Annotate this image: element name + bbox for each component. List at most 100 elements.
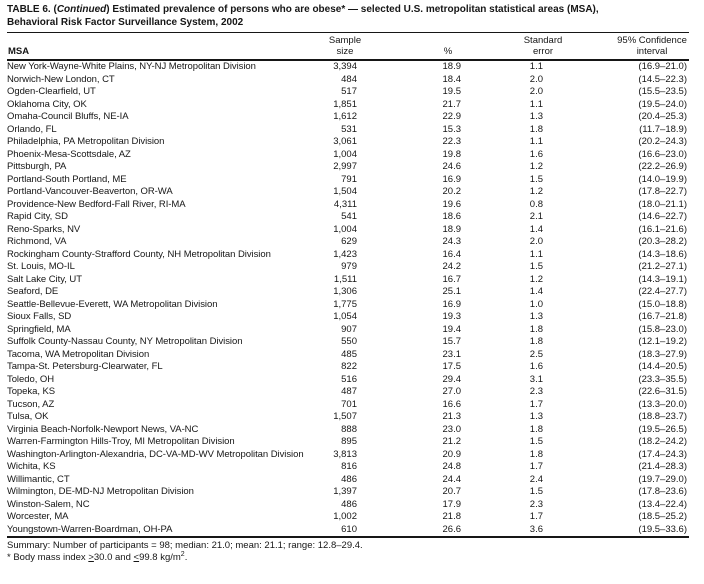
cell-ci: (15.0–18.8) bbox=[638, 298, 687, 310]
cell-se: 1.3 bbox=[529, 111, 543, 122]
table-row: Seattle-Bellevue-Everett, WA Metropolita… bbox=[7, 299, 689, 312]
cell-pct: 19.3 bbox=[442, 311, 462, 322]
column-header-standard-error: Standard error bbox=[524, 35, 563, 57]
title-continued-label: Continued bbox=[56, 4, 107, 15]
cell-n: 1,511 bbox=[333, 273, 357, 285]
cell-se: 2.0 bbox=[529, 236, 543, 247]
table-row: Norwich-New London, CT 484 18.4 2.0 (14.5–22… bbox=[7, 74, 689, 87]
column-header-confidence-interval: 95% Confidence interval bbox=[617, 35, 687, 57]
cell-n: 907 bbox=[341, 323, 357, 335]
cell-n: 1,612 bbox=[333, 111, 357, 122]
cell-se: 2.4 bbox=[529, 473, 543, 485]
cell-n: 816 bbox=[341, 461, 357, 472]
cell-msa: Reno-Sparks, NV bbox=[7, 223, 81, 235]
cell-pct: 15.7 bbox=[442, 336, 462, 347]
cell-n: 1,054 bbox=[333, 311, 357, 322]
column-header-sample-size: Sample size bbox=[329, 35, 361, 57]
table-row: Tampa-St. Petersburg-Clearwater, FL 822 17… bbox=[7, 361, 689, 374]
table-row: Rapid City, SD 541 18.6 2.1 (14.6–22.7) bbox=[7, 211, 689, 224]
column-header-se-line1: Standard bbox=[523, 35, 563, 46]
cell-pct: 24.8 bbox=[442, 461, 462, 472]
cell-se: 1.4 bbox=[529, 286, 543, 297]
cell-pct: 20.2 bbox=[442, 186, 462, 197]
cell-n: 517 bbox=[341, 86, 357, 97]
cell-ci: (20.4–25.3) bbox=[638, 111, 687, 122]
cell-ci: (21.4–28.3) bbox=[638, 461, 687, 472]
cell-n: 487 bbox=[341, 386, 357, 397]
cell-n: 1,507 bbox=[333, 411, 357, 422]
cell-pct: 23.1 bbox=[442, 348, 462, 360]
cell-msa: Orlando, FL bbox=[7, 123, 57, 135]
cell-pct: 24.6 bbox=[442, 161, 462, 172]
cell-ci: (22.4–27.7) bbox=[638, 286, 687, 297]
cell-ci: (16.6–23.0) bbox=[638, 148, 687, 160]
cell-se: 1.7 bbox=[529, 398, 543, 410]
cell-ci: (14.3–19.1) bbox=[638, 273, 687, 285]
table-row: Tucson, AZ 701 16.6 1.7 (13.3–20.0) bbox=[7, 399, 689, 412]
cell-ci: (19.5–26.5) bbox=[638, 423, 687, 435]
cell-se: 1.8 bbox=[529, 123, 543, 135]
table-row: Worcester, MA 1,002 21.8 1.7 (18.5–25.2) bbox=[7, 511, 689, 524]
cell-n: 895 bbox=[341, 436, 357, 447]
footnote-text: . bbox=[184, 552, 188, 563]
cell-ci: (17.8–22.7) bbox=[638, 186, 687, 197]
cell-se: 1.3 bbox=[529, 411, 543, 422]
footnote-text: * Body mass index bbox=[7, 552, 89, 563]
column-header-row: MSA Sample size % Standard error 95% Confi… bbox=[7, 33, 689, 61]
table-row: Tacoma, WA Metropolitan Division 485 23.1 2… bbox=[7, 349, 689, 362]
cell-se: 1.6 bbox=[529, 361, 543, 372]
cell-msa: Wichita, KS bbox=[7, 461, 56, 472]
less-equal-symbol: < bbox=[133, 552, 140, 563]
cell-n: 979 bbox=[341, 261, 357, 272]
cell-ci: (23.3–35.5) bbox=[638, 373, 687, 385]
cell-msa: Providence-New Bedford-Fall River, RI-MA bbox=[7, 198, 186, 210]
cell-n: 541 bbox=[341, 211, 357, 222]
cell-pct: 21.7 bbox=[442, 98, 462, 110]
table-row: Washington-Arlington-Alexandria, DC-VA-M… bbox=[7, 449, 689, 462]
cell-msa: Portland-South Portland, ME bbox=[7, 173, 127, 185]
cell-pct: 16.7 bbox=[442, 273, 462, 285]
cell-ci: (18.3–27.9) bbox=[638, 348, 687, 360]
cell-pct: 19.5 bbox=[442, 86, 462, 97]
table-row: Richmond, VA 629 24.3 2.0 (20.3–28.2) bbox=[7, 236, 689, 249]
cell-msa: Seattle-Bellevue-Everett, WA Metropolita… bbox=[7, 298, 218, 310]
table-row: Toledo, OH 516 29.4 3.1 (23.3–35.5) bbox=[7, 374, 689, 387]
column-header-sample-line1: Sample bbox=[328, 35, 362, 46]
cell-n: 822 bbox=[341, 361, 357, 372]
cell-msa: Richmond, VA bbox=[7, 236, 67, 247]
cell-ci: (16.9–21.0) bbox=[638, 61, 687, 72]
table-body: New York-Wayne-White Plains, NY-NJ Metro… bbox=[7, 61, 689, 536]
cell-se: 1.8 bbox=[529, 423, 543, 435]
cell-n: 610 bbox=[341, 523, 357, 535]
cell-msa: Philadelphia, PA Metropolitan Division bbox=[7, 136, 165, 147]
cell-msa: Youngstown-Warren-Boardman, OH-PA bbox=[7, 523, 173, 535]
cell-se: 2.3 bbox=[529, 386, 543, 397]
cell-msa: Pittsburgh, PA bbox=[7, 161, 67, 172]
cell-se: 2.5 bbox=[529, 348, 543, 360]
cell-ci: (14.3–18.6) bbox=[638, 248, 687, 260]
cell-n: 486 bbox=[341, 473, 357, 485]
cell-pct: 25.1 bbox=[442, 286, 462, 297]
cell-ci: (20.3–28.2) bbox=[638, 236, 687, 247]
cell-se: 1.5 bbox=[529, 436, 543, 447]
cell-pct: 16.9 bbox=[442, 173, 462, 185]
cell-n: 1,504 bbox=[333, 186, 357, 197]
cell-pct: 18.9 bbox=[442, 61, 462, 72]
cell-pct: 19.8 bbox=[442, 148, 462, 160]
cell-pct: 21.3 bbox=[442, 411, 462, 422]
cell-ci: (20.2–24.3) bbox=[638, 136, 687, 147]
cell-msa: Toledo, OH bbox=[7, 373, 55, 385]
table-row: Wilmington, DE-MD-NJ Metropolitan Divisi… bbox=[7, 486, 689, 499]
table-row: Pittsburgh, PA 2,997 24.6 1.2 (22.2–26.9) bbox=[7, 161, 689, 174]
data-table-wrapper: New York-Wayne-White Plains, NY-NJ Metro… bbox=[7, 61, 689, 538]
cell-msa: Oklahoma City, OK bbox=[7, 98, 87, 110]
cell-ci: (18.2–24.2) bbox=[638, 436, 687, 447]
footnote: * Body mass index >30.0 and <99.8 kg/m2. bbox=[7, 551, 689, 564]
cell-pct: 18.6 bbox=[442, 211, 462, 222]
cell-msa: Sioux Falls, SD bbox=[7, 311, 72, 322]
cell-pct: 22.9 bbox=[442, 111, 462, 122]
cell-n: 2,997 bbox=[333, 161, 357, 172]
table-row: Providence-New Bedford-Fall River, RI-MA… bbox=[7, 199, 689, 212]
table-title-line1: TABLE 6. (Continued) Estimated prevalenc… bbox=[7, 4, 689, 17]
column-header-se-line2: error bbox=[532, 46, 554, 57]
